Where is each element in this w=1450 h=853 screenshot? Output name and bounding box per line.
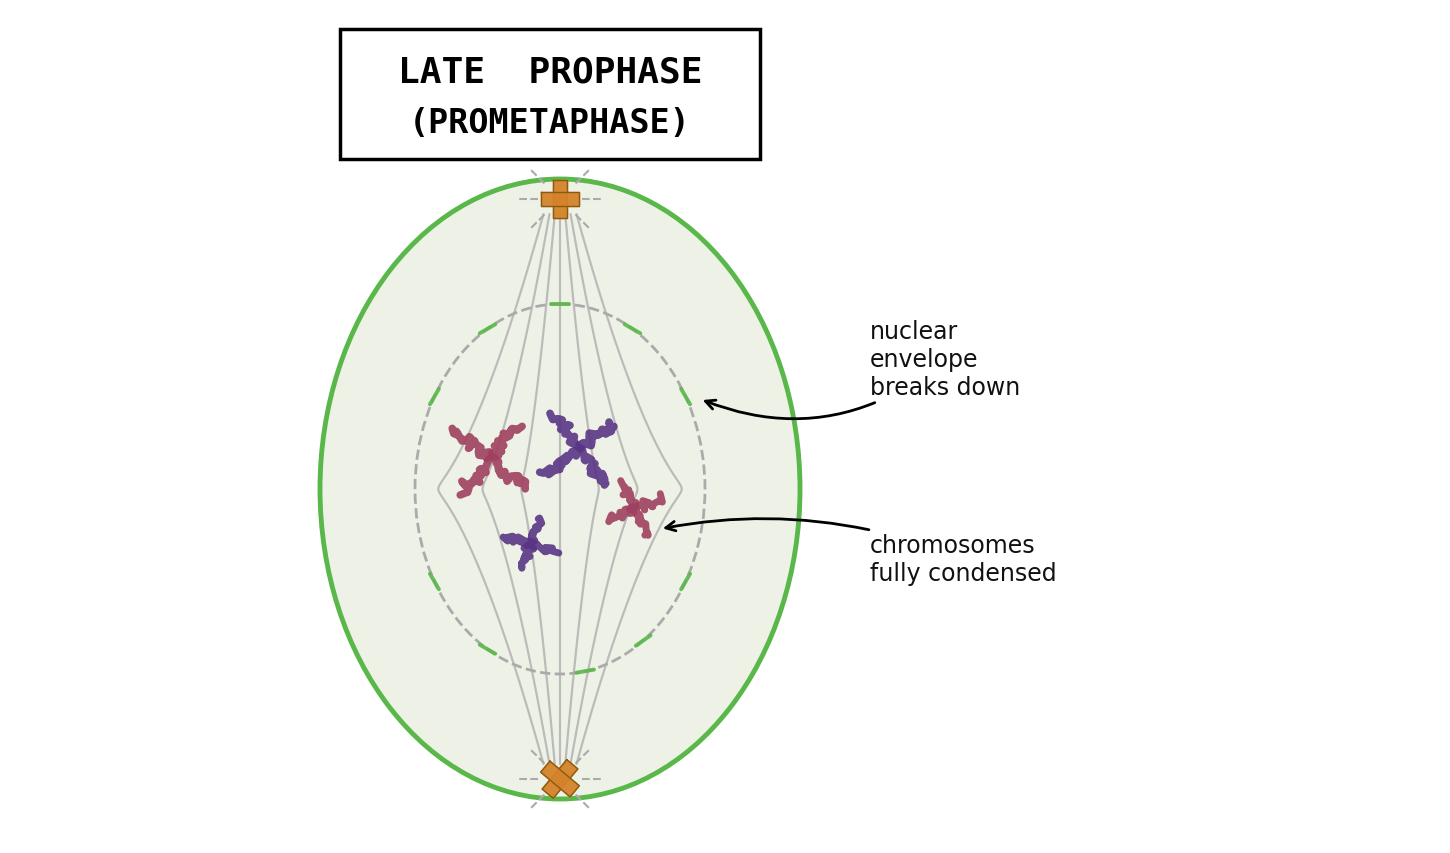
Text: chromosomes
fully condensed: chromosomes fully condensed — [666, 519, 1057, 585]
Text: nuclear
envelope
breaks down: nuclear envelope breaks down — [706, 320, 1021, 420]
Text: (PROMETAPHASE): (PROMETAPHASE) — [409, 107, 690, 140]
Polygon shape — [552, 181, 567, 219]
Polygon shape — [541, 761, 580, 797]
Polygon shape — [542, 760, 579, 798]
FancyBboxPatch shape — [339, 30, 760, 160]
Text: LATE  PROPHASE: LATE PROPHASE — [397, 55, 702, 90]
Polygon shape — [541, 193, 579, 207]
Ellipse shape — [320, 180, 800, 799]
